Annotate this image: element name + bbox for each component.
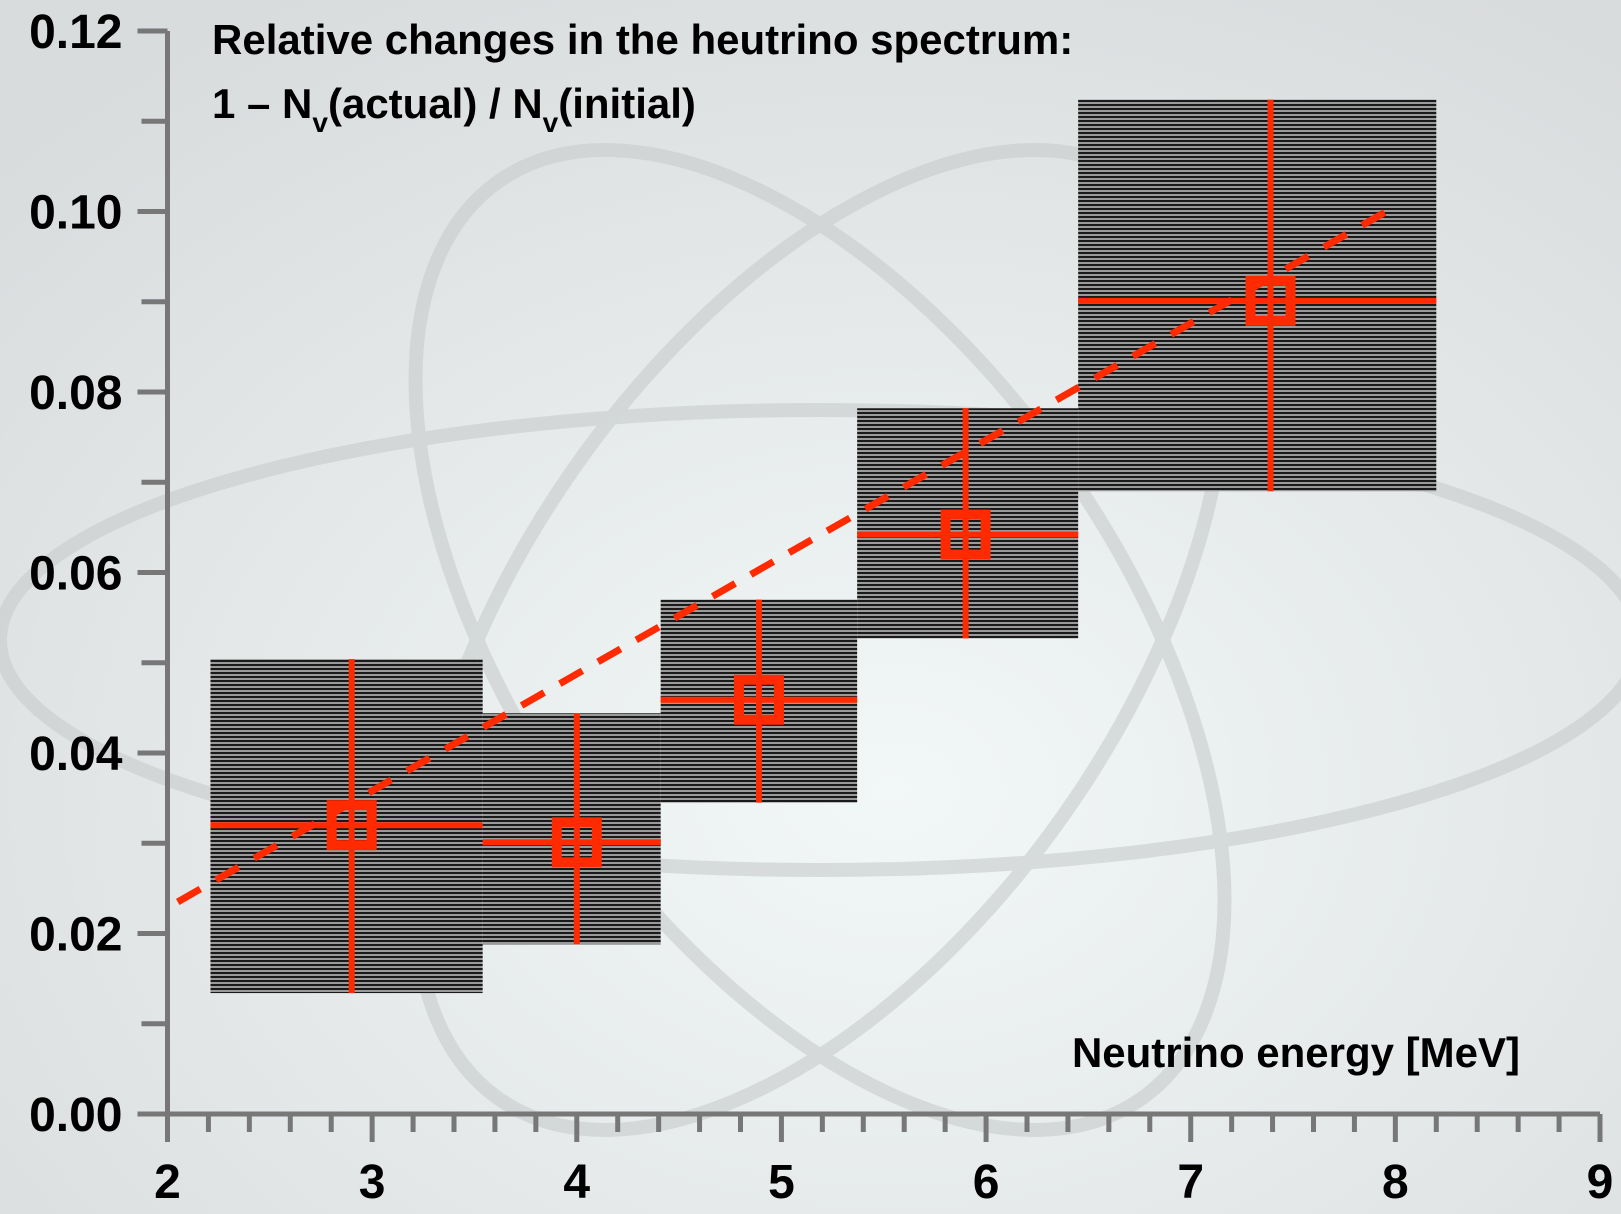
- subtitle-part: (actual) / N: [328, 80, 543, 127]
- x-tick-label: 3: [359, 1156, 386, 1209]
- y-tick-label: 0.08: [29, 367, 122, 420]
- y-tick-label: 0.02: [29, 909, 122, 962]
- error-box: [483, 713, 661, 944]
- error-box: [1078, 100, 1436, 492]
- subtitle-part: v: [543, 107, 559, 138]
- subtitle-part: v: [312, 107, 328, 138]
- y-tick-label: 0.06: [29, 548, 122, 601]
- x-tick-label: 2: [154, 1156, 181, 1209]
- y-tick-label: 0.00: [29, 1089, 122, 1142]
- x-tick-label: 5: [768, 1156, 795, 1209]
- x-tick-label: 8: [1382, 1156, 1409, 1209]
- y-tick-label: 0.12: [29, 6, 122, 59]
- chart-title: Relative changes in the heutrino spectru…: [212, 16, 1073, 63]
- y-tick-label: 0.10: [29, 187, 122, 240]
- x-tick-label: 7: [1177, 1156, 1204, 1209]
- subtitle-part: (initial): [558, 80, 696, 127]
- x-axis-label: Neutrino energy [MeV]: [1072, 1029, 1520, 1076]
- y-tick-label: 0.04: [29, 728, 123, 781]
- x-tick-label: 4: [563, 1156, 590, 1209]
- chart: Relative changes in the heutrino spectru…: [0, 0, 1621, 1214]
- subtitle-part: 1 – N: [212, 80, 312, 127]
- x-tick-label: 6: [973, 1156, 1000, 1209]
- x-tick-label: 9: [1587, 1156, 1614, 1209]
